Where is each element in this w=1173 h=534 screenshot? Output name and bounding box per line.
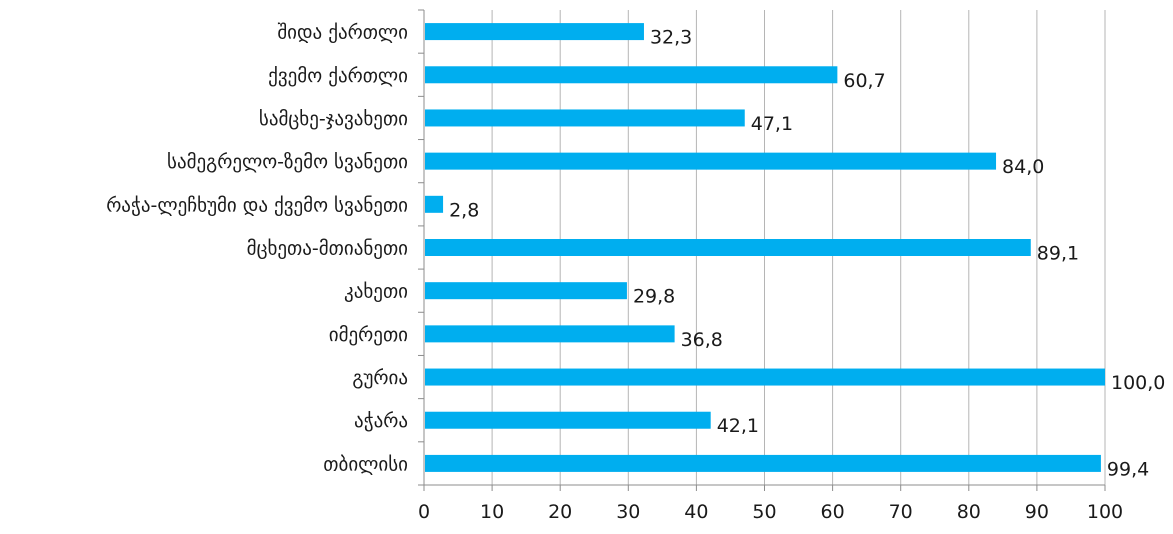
- data-label: 99,4: [1107, 458, 1149, 480]
- x-tick-label: 60: [821, 501, 845, 523]
- x-tick-label: 20: [548, 501, 572, 523]
- bar: [425, 109, 745, 127]
- data-label: 60,7: [843, 70, 885, 92]
- category-label: გურია: [352, 367, 408, 389]
- data-label: 32,3: [650, 27, 692, 49]
- bars: [425, 23, 1105, 472]
- category-label: იმერეთი: [329, 324, 408, 346]
- category-label: კახეთი: [344, 281, 408, 303]
- bar: [425, 152, 997, 170]
- category-label: შიდა ქართლი: [277, 22, 408, 44]
- data-label: 42,1: [717, 415, 759, 437]
- data-label: 89,1: [1037, 243, 1079, 265]
- x-tick-label: 30: [616, 501, 640, 523]
- axes: [418, 9, 1106, 491]
- x-tick-label: 10: [480, 501, 504, 523]
- bar: [425, 23, 644, 41]
- x-tick-label: 80: [957, 501, 981, 523]
- bar: [425, 368, 1105, 386]
- data-label: 47,1: [751, 113, 793, 135]
- x-tick-label: 100: [1087, 501, 1123, 523]
- bar: [425, 411, 711, 429]
- bar: [425, 282, 627, 300]
- x-tick-label: 70: [889, 501, 913, 523]
- bar: [425, 195, 444, 213]
- category-label: რაჭა-ლეჩხუმი და ქვემო სვანეთი: [106, 194, 408, 216]
- category-label: აჭარა: [354, 410, 408, 432]
- category-label: ქვემო ქართლი: [268, 65, 408, 87]
- x-tick-label: 50: [752, 501, 776, 523]
- category-label: სამეგრელო-ზემო სვანეთი: [167, 151, 408, 173]
- labels: 0 10 20 30 40 50 60 70 80 90 100 შიდა ქართლი 32,3 ქვე…: [106, 22, 1165, 523]
- bar: [425, 325, 675, 343]
- category-label: თბილისი: [323, 453, 408, 475]
- bar: [425, 239, 1031, 256]
- category-label: მცხეთა-მთიანეთი: [247, 238, 408, 260]
- data-label: 2,8: [449, 199, 479, 221]
- category-label: სამცხე-ჯავახეთი: [259, 108, 408, 130]
- data-label: 36,8: [681, 329, 723, 351]
- data-label: 84,0: [1002, 156, 1044, 178]
- data-label: 29,8: [633, 286, 675, 308]
- x-tick-label: 40: [684, 501, 708, 523]
- x-tick-label: 0: [418, 501, 430, 523]
- x-tick-label: 90: [1025, 501, 1049, 523]
- bar: [425, 454, 1101, 472]
- bar: [425, 66, 838, 84]
- data-label: 100,0: [1111, 372, 1165, 394]
